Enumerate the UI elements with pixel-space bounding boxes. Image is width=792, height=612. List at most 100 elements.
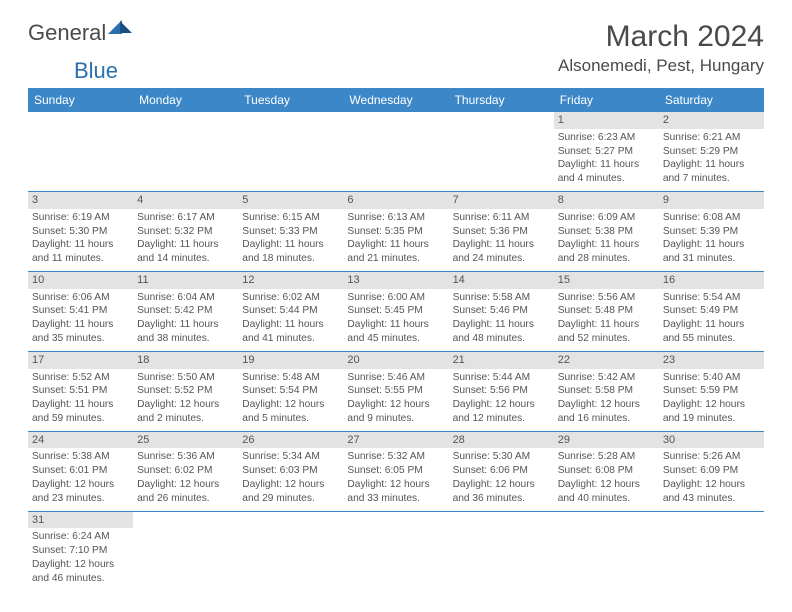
calendar-cell: 25Sunrise: 5:36 AMSunset: 6:02 PMDayligh… <box>133 431 238 511</box>
sunset-text: Sunset: 5:36 PM <box>453 225 550 239</box>
calendar-cell: 31Sunrise: 6:24 AMSunset: 7:10 PMDayligh… <box>28 511 133 590</box>
calendar-cell: 30Sunrise: 5:26 AMSunset: 6:09 PMDayligh… <box>659 431 764 511</box>
sunrise-text: Sunrise: 6:04 AM <box>137 291 234 305</box>
daylight-text: Daylight: 12 hours and 26 minutes. <box>137 478 234 506</box>
daylight-text: Daylight: 12 hours and 40 minutes. <box>558 478 655 506</box>
calendar-cell: 22 Sunrise: 5:42 AMSunset: 5:58 PMDayligh… <box>554 351 659 431</box>
daylight-text: Daylight: 11 hours and 35 minutes. <box>32 318 129 346</box>
calendar-cell: 9 Sunrise: 6:08 AMSunset: 5:39 PMDaylight… <box>659 191 764 271</box>
sunset-text: Sunset: 5:38 PM <box>558 225 655 239</box>
sunset-text: Sunset: 5:35 PM <box>347 225 444 239</box>
day-details: Sunrise: 6:08 AMSunset: 5:39 PMDaylight:… <box>663 211 760 266</box>
calendar-cell <box>449 511 554 590</box>
sunrise-text: Sunrise: 5:42 AM <box>558 371 655 385</box>
daylight-text: Daylight: 11 hours and 24 minutes. <box>453 238 550 266</box>
day-number: 26 <box>238 432 343 449</box>
day-number: 1 <box>554 112 659 129</box>
logo: General <box>28 20 132 46</box>
calendar-cell: 27Sunrise: 5:32 AMSunset: 6:05 PMDayligh… <box>343 431 448 511</box>
sunrise-text: Sunrise: 6:24 AM <box>32 530 129 544</box>
day-details: Sunrise: 5:42 AMSunset: 5:58 PMDaylight:… <box>558 371 655 426</box>
sunrise-text: Sunrise: 6:02 AM <box>242 291 339 305</box>
day-number: 19 <box>238 352 343 369</box>
calendar-cell: 21Sunrise: 5:44 AMSunset: 5:56 PMDayligh… <box>449 351 554 431</box>
calendar-cell: 17Sunrise: 5:52 AMSunset: 5:51 PMDayligh… <box>28 351 133 431</box>
day-details: Sunrise: 5:44 AMSunset: 5:56 PMDaylight:… <box>453 371 550 426</box>
calendar-cell: 15Sunrise: 5:56 AMSunset: 5:48 PMDayligh… <box>554 271 659 351</box>
calendar-cell <box>133 112 238 191</box>
day-details: Sunrise: 5:32 AMSunset: 6:05 PMDaylight:… <box>347 450 444 505</box>
day-details: Sunrise: 5:28 AMSunset: 6:08 PMDaylight:… <box>558 450 655 505</box>
daylight-text: Daylight: 11 hours and 4 minutes. <box>558 158 655 186</box>
calendar-cell <box>554 511 659 590</box>
calendar-row: 1Sunrise: 6:23 AMSunset: 5:27 PMDaylight… <box>28 112 764 191</box>
day-details: Sunrise: 6:02 AMSunset: 5:44 PMDaylight:… <box>242 291 339 346</box>
sunset-text: Sunset: 6:05 PM <box>347 464 444 478</box>
day-number: 31 <box>28 512 133 529</box>
day-number: 5 <box>238 192 343 209</box>
sunset-text: Sunset: 6:06 PM <box>453 464 550 478</box>
sunrise-text: Sunrise: 5:46 AM <box>347 371 444 385</box>
day-number: 16 <box>659 272 764 289</box>
day-number: 7 <box>449 192 554 209</box>
day-details: Sunrise: 5:30 AMSunset: 6:06 PMDaylight:… <box>453 450 550 505</box>
sunset-text: Sunset: 6:09 PM <box>663 464 760 478</box>
sunrise-text: Sunrise: 5:40 AM <box>663 371 760 385</box>
sunrise-text: Sunrise: 5:30 AM <box>453 450 550 464</box>
col-sunday: Sunday <box>28 88 133 112</box>
calendar-cell: 2Sunrise: 6:21 AMSunset: 5:29 PMDaylight… <box>659 112 764 191</box>
sunset-text: Sunset: 5:44 PM <box>242 304 339 318</box>
logo-blue-text: Blue <box>74 58 792 84</box>
sunrise-text: Sunrise: 5:26 AM <box>663 450 760 464</box>
daylight-text: Daylight: 12 hours and 2 minutes. <box>137 398 234 426</box>
daylight-text: Daylight: 11 hours and 52 minutes. <box>558 318 655 346</box>
daylight-text: Daylight: 12 hours and 46 minutes. <box>32 558 129 586</box>
daylight-text: Daylight: 11 hours and 41 minutes. <box>242 318 339 346</box>
calendar-row: 24Sunrise: 5:38 AMSunset: 6:01 PMDayligh… <box>28 431 764 511</box>
calendar-cell: 23Sunrise: 5:40 AMSunset: 5:59 PMDayligh… <box>659 351 764 431</box>
sunset-text: Sunset: 5:51 PM <box>32 384 129 398</box>
day-number: 12 <box>238 272 343 289</box>
calendar-cell: 1Sunrise: 6:23 AMSunset: 5:27 PMDaylight… <box>554 112 659 191</box>
sunrise-text: Sunrise: 5:56 AM <box>558 291 655 305</box>
day-number: 27 <box>343 432 448 449</box>
sunrise-text: Sunrise: 6:17 AM <box>137 211 234 225</box>
day-number: 23 <box>659 352 764 369</box>
calendar-cell: 13Sunrise: 6:00 AMSunset: 5:45 PMDayligh… <box>343 271 448 351</box>
day-details: Sunrise: 5:38 AMSunset: 6:01 PMDaylight:… <box>32 450 129 505</box>
sunset-text: Sunset: 5:41 PM <box>32 304 129 318</box>
day-number: 9 <box>659 192 764 209</box>
daylight-text: Daylight: 11 hours and 11 minutes. <box>32 238 129 266</box>
col-tuesday: Tuesday <box>238 88 343 112</box>
calendar-cell: 20Sunrise: 5:46 AMSunset: 5:55 PMDayligh… <box>343 351 448 431</box>
sunrise-text: Sunrise: 5:36 AM <box>137 450 234 464</box>
calendar-cell: 29Sunrise: 5:28 AMSunset: 6:08 PMDayligh… <box>554 431 659 511</box>
sunrise-text: Sunrise: 5:48 AM <box>242 371 339 385</box>
calendar-row: 17Sunrise: 5:52 AMSunset: 5:51 PMDayligh… <box>28 351 764 431</box>
calendar-cell: 26Sunrise: 5:34 AMSunset: 6:03 PMDayligh… <box>238 431 343 511</box>
day-number: 25 <box>133 432 238 449</box>
calendar-cell: 16 Sunrise: 5:54 AMSunset: 5:49 PMDayligh… <box>659 271 764 351</box>
day-number: 28 <box>449 432 554 449</box>
daylight-text: Daylight: 11 hours and 14 minutes. <box>137 238 234 266</box>
calendar-cell: 5Sunrise: 6:15 AMSunset: 5:33 PMDaylight… <box>238 191 343 271</box>
day-number: 2 <box>659 112 764 129</box>
daylight-text: Daylight: 12 hours and 16 minutes. <box>558 398 655 426</box>
calendar-cell: 12 Sunrise: 6:02 AMSunset: 5:44 PMDayligh… <box>238 271 343 351</box>
day-details: Sunrise: 5:46 AMSunset: 5:55 PMDaylight:… <box>347 371 444 426</box>
sunset-text: Sunset: 5:54 PM <box>242 384 339 398</box>
calendar-cell: 7Sunrise: 6:11 AMSunset: 5:36 PMDaylight… <box>449 191 554 271</box>
daylight-text: Daylight: 12 hours and 19 minutes. <box>663 398 760 426</box>
day-number: 22 <box>554 352 659 369</box>
day-number: 3 <box>28 192 133 209</box>
sunrise-text: Sunrise: 6:19 AM <box>32 211 129 225</box>
sunset-text: Sunset: 5:45 PM <box>347 304 444 318</box>
sunrise-text: Sunrise: 6:15 AM <box>242 211 339 225</box>
daylight-text: Daylight: 12 hours and 36 minutes. <box>453 478 550 506</box>
daylight-text: Daylight: 12 hours and 12 minutes. <box>453 398 550 426</box>
sunset-text: Sunset: 5:30 PM <box>32 225 129 239</box>
sunrise-text: Sunrise: 5:38 AM <box>32 450 129 464</box>
calendar-cell: 28Sunrise: 5:30 AMSunset: 6:06 PMDayligh… <box>449 431 554 511</box>
day-details: Sunrise: 5:54 AMSunset: 5:49 PMDaylight:… <box>663 291 760 346</box>
calendar-cell <box>238 511 343 590</box>
